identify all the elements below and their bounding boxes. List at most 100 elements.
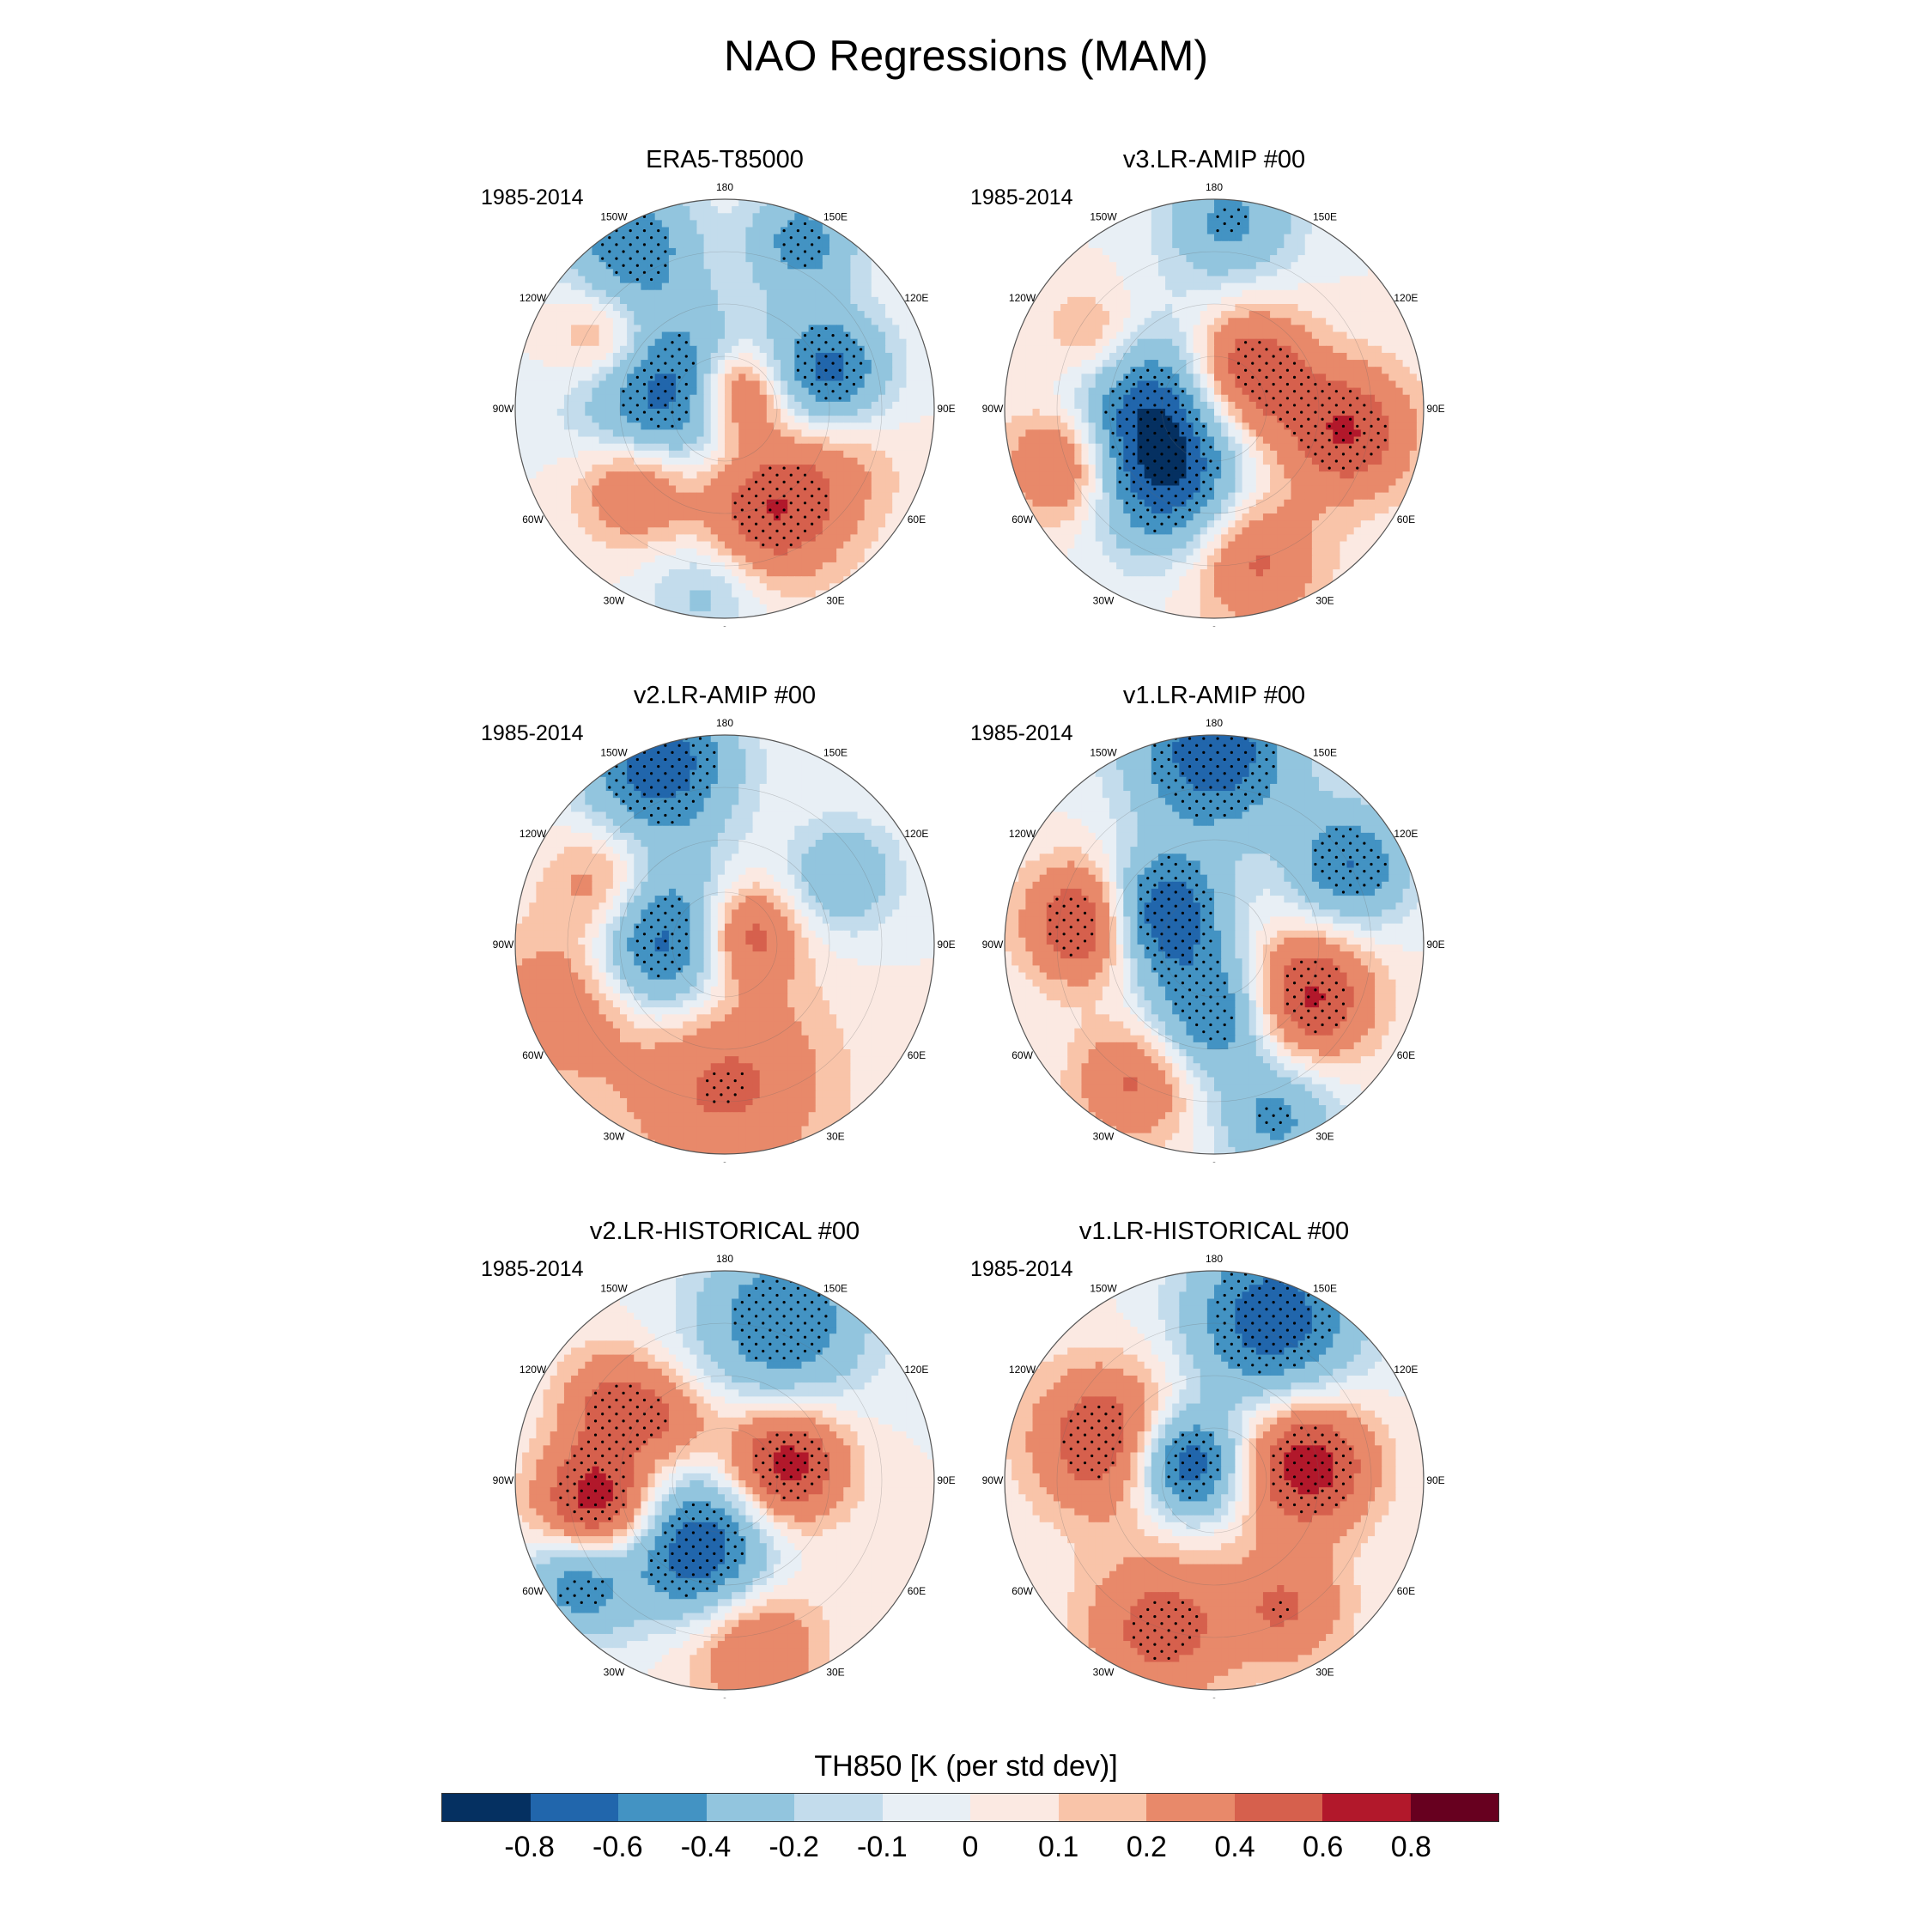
lon-label: 120E [904,1364,928,1376]
colorbar-box [1146,1794,1235,1821]
lon-label: 120E [1394,828,1418,840]
lon-label: 120E [904,828,928,840]
colorbar-box [706,1794,794,1821]
map-panel-era5: 180 150E 120E 90E 60E 30E 0 30W 60W 90W 120W 150W E… [450,146,999,627]
lon-label: 120W [519,1364,547,1376]
lon-label: 150W [1090,1283,1117,1295]
lon-label: 30W [1093,1130,1115,1142]
lon-label: 90E [937,403,955,415]
lon-label: 90W [493,403,514,415]
polar-map: 180 150E 120E 90E 60E 30E 0 30W 60W 90W 120W 150W [493,1253,956,1698]
lon-label: 90E [1426,403,1444,415]
lon-label: 30E [826,1130,844,1142]
map-panel-v3-amip: 180 150E 120E 90E 60E 30E 0 30W 60W 90W 120W 150W v… [939,146,1489,627]
colorbar-title: TH850 [K (per std dev)] [814,1750,1118,1783]
lon-label: 60W [522,513,544,526]
lon-label: 90E [937,1474,955,1486]
lon-label: 150E [1313,211,1337,223]
lon-label: 30W [604,1130,625,1142]
lon-label: 0 [722,624,728,627]
colorbar-tick-label: 0.4 [1214,1831,1255,1863]
lon-label: 30E [826,594,844,606]
lon-label: 0 [722,1696,728,1698]
lon-label: 90W [493,939,514,951]
lon-label: 30E [1315,594,1334,606]
lon-label: 150W [600,211,628,223]
lon-label: 30W [604,1666,625,1678]
lon-label: 60E [1397,513,1415,526]
lon-label: 60W [1012,1585,1033,1597]
lon-label: 60E [908,513,926,526]
colorbar-box [530,1794,618,1821]
panel-period: 1985-2014 [481,1257,584,1281]
colorbar [441,1793,1499,1822]
lon-label: 90E [1426,1474,1444,1486]
panel-title: v3.LR-AMIP #00 [1122,146,1306,173]
lon-label: 180 [716,717,733,729]
lon-label: 180 [1206,1253,1223,1265]
colorbar-box [794,1794,883,1821]
lon-label: 150E [823,211,848,223]
lon-label: 30W [1093,594,1115,606]
colorbar-box [1234,1794,1322,1821]
lon-label: 150E [823,1283,848,1295]
lon-label: 60E [908,1585,926,1597]
lon-label: 90E [1426,939,1444,951]
lon-label: 90E [937,939,955,951]
lon-label: 0 [1212,624,1218,627]
map-panel-v2-historical: 180 150E 120E 90E 60E 30E 0 30W 60W 90W 120W 150W v… [450,1218,999,1698]
lon-label: 150W [1090,211,1117,223]
panel-period: 1985-2014 [970,721,1073,745]
map-panel-v2-amip: 180 150E 120E 90E 60E 30E 0 30W 60W 90W 120W 150W v… [450,682,999,1163]
lon-label: 30E [1315,1666,1334,1678]
lon-label: 120W [1009,828,1036,840]
lon-label: 90W [982,939,1004,951]
lon-label: 120W [519,828,547,840]
polar-map: 180 150E 120E 90E 60E 30E 0 30W 60W 90W 120W 150W [493,717,956,1163]
polar-map: 180 150E 120E 90E 60E 30E 0 30W 60W 90W 120W 150W [982,181,1445,627]
colorbar-tick-label: 0.2 [1126,1831,1167,1863]
lon-label: 60E [1397,1049,1415,1061]
polar-map: 180 150E 120E 90E 60E 30E 0 30W 60W 90W 120W 150W [982,717,1445,1163]
colorbar-box [618,1794,707,1821]
colorbar-box [970,1794,1059,1821]
polar-map: 180 150E 120E 90E 60E 30E 0 30W 60W 90W 120W 150W [982,1253,1445,1698]
panel-title: ERA5-T85000 [646,146,804,173]
lon-label: 90W [982,1474,1004,1486]
panel-title: v1.LR-HISTORICAL #00 [1078,1218,1350,1245]
colorbar-tick-label: 0.1 [1038,1831,1079,1863]
lon-label: 30W [604,594,625,606]
map-panel-v1-historical: 180 150E 120E 90E 60E 30E 0 30W 60W 90W 120W 150W v… [939,1218,1489,1698]
colorbar-box [442,1794,531,1821]
lon-label: 60E [1397,1585,1415,1597]
colorbar-tick-label: 0 [962,1831,979,1863]
lon-label: 60W [1012,1049,1033,1061]
panel-title: v2.LR-AMIP #00 [633,682,817,709]
lon-label: 180 [716,181,733,193]
lon-label: 180 [1206,181,1223,193]
lon-label: 60W [522,1585,544,1597]
lon-label: 120W [1009,292,1036,304]
lon-label: 90W [493,1474,514,1486]
lon-label: 180 [1206,717,1223,729]
lon-label: 150W [1090,747,1117,759]
colorbar-box [882,1794,970,1821]
colorbar-tick-label: -0.8 [504,1831,555,1863]
lon-label: 30E [826,1666,844,1678]
map-panel-v1-amip: 180 150E 120E 90E 60E 30E 0 30W 60W 90W 120W 150W v… [939,682,1489,1163]
colorbar-tick-label: 0.8 [1390,1831,1431,1863]
lon-label: 180 [716,1253,733,1265]
lon-label: 0 [722,1160,728,1163]
lon-label: 30W [1093,1666,1115,1678]
lon-label: 0 [1212,1160,1218,1163]
colorbar-box [1410,1794,1498,1821]
lon-label: 120E [1394,1364,1418,1376]
colorbar-tick-label: -0.4 [680,1831,732,1863]
colorbar-box [1058,1794,1146,1821]
panel-period: 1985-2014 [481,721,584,745]
polar-map: 180 150E 120E 90E 60E 30E 0 30W 60W 90W 120W 150W [493,181,956,627]
colorbar-box [1322,1794,1411,1821]
colorbar-tick-label: 0.6 [1303,1831,1344,1863]
lon-label: 150E [1313,1283,1337,1295]
panel-title: v2.LR-HISTORICAL #00 [589,1218,860,1245]
